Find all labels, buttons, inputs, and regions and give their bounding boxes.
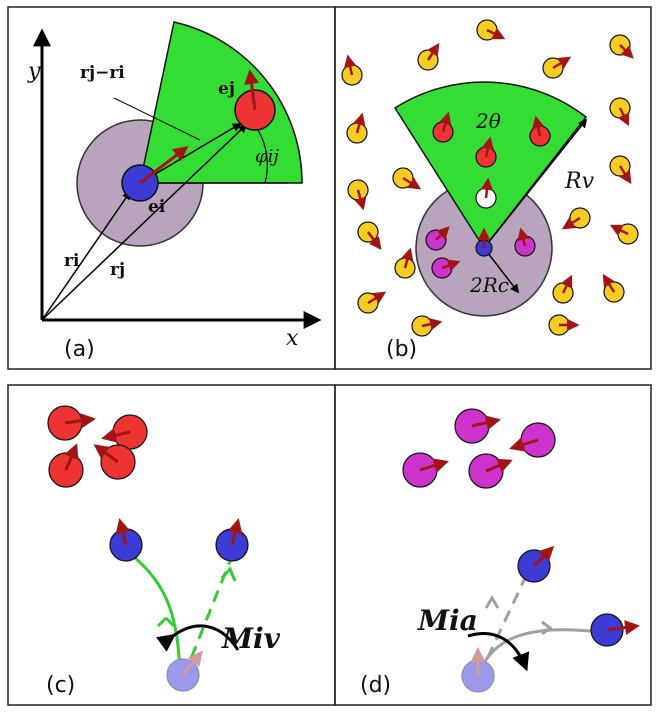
Mv-label: Miv [221,622,281,655]
particle [411,315,443,337]
magenta-particles [425,226,536,279]
particle [357,221,382,250]
white-particle [475,177,497,209]
vision-cone [139,21,303,184]
particle [514,227,536,257]
blue-particle-turned [590,613,640,647]
rj-vector [41,123,248,321]
red-particle [48,443,84,488]
particle [432,111,454,143]
Rv-label: Rv [564,169,595,194]
panel-d-frame [334,384,652,706]
particle [425,226,450,251]
blue-particle-start [166,650,203,692]
particle [347,179,369,211]
rj-minus-ri-label: rj−ri [80,63,125,83]
particle [431,257,461,279]
particle [529,115,551,147]
torque-arc [156,624,240,652]
turn-path [127,550,182,677]
path-chevron [484,595,500,609]
magenta-particle [509,422,556,458]
torque-arc [467,632,530,672]
path-chevron [156,616,176,628]
2theta-label: 2θ [475,109,501,133]
path-chevron [220,566,237,582]
panel-b-tag: (b) [386,337,417,362]
particle [548,314,580,336]
axis-y-label: y [27,59,41,84]
Rv-radius [483,118,588,249]
particle [542,56,572,79]
particle [394,247,416,279]
panel-b-frame [334,6,652,370]
ej-arrow [244,69,260,111]
rj-label: rj [110,260,125,280]
particle [346,112,368,144]
ri-label: ri [64,251,80,271]
ej-label: ej [218,79,235,99]
yellow-particles [341,19,639,337]
particle [552,274,574,304]
blue-particle-straight [517,545,555,583]
panel-d: Mia (d) [360,408,640,698]
blue-particle-turned [109,518,143,562]
particle [357,291,387,314]
phi-label: φij [255,146,279,167]
particle [392,167,422,190]
rj-minus-ri-vector [139,123,242,184]
panel-b: 2θ Rv 2Rc (b) [341,19,639,362]
particle [602,273,625,303]
phi-arc [257,129,268,184]
magenta-particle [468,453,513,489]
particle [561,207,591,230]
red-particles-in-cone [432,111,551,168]
ri-vector [41,190,132,321]
2Rc-label: 2Rc [469,273,509,297]
particle [609,34,634,59]
red-particle [93,444,136,480]
magenta-particle [454,408,501,444]
Rc-radius [483,247,520,294]
blue-particle-start [461,647,495,693]
magenta-particle [402,452,449,488]
ei-label: ei [148,197,166,217]
particle [609,223,639,245]
particle [417,42,440,71]
particle [341,54,363,86]
leader-line [113,97,201,141]
particle [609,97,631,127]
particle [476,19,506,41]
Ma-label: Mia [417,604,478,637]
focal-particle [475,227,493,257]
panel-a: y x rj−ri ej ei ri rj φij (a) [27,21,322,362]
panel-d-tag: (d) [360,673,391,698]
panel-a-tag: (a) [64,337,95,362]
particle [475,136,497,168]
blue-particle-straight [215,518,249,562]
panel-c: Miv (c) [46,405,281,698]
red-particle [101,414,148,450]
panel-c-tag: (c) [46,673,75,698]
red-particle [47,405,96,441]
path-chevron [541,620,553,636]
particle [609,155,632,185]
axis-x-label: x [286,326,299,351]
ei-arrow [139,146,189,185]
